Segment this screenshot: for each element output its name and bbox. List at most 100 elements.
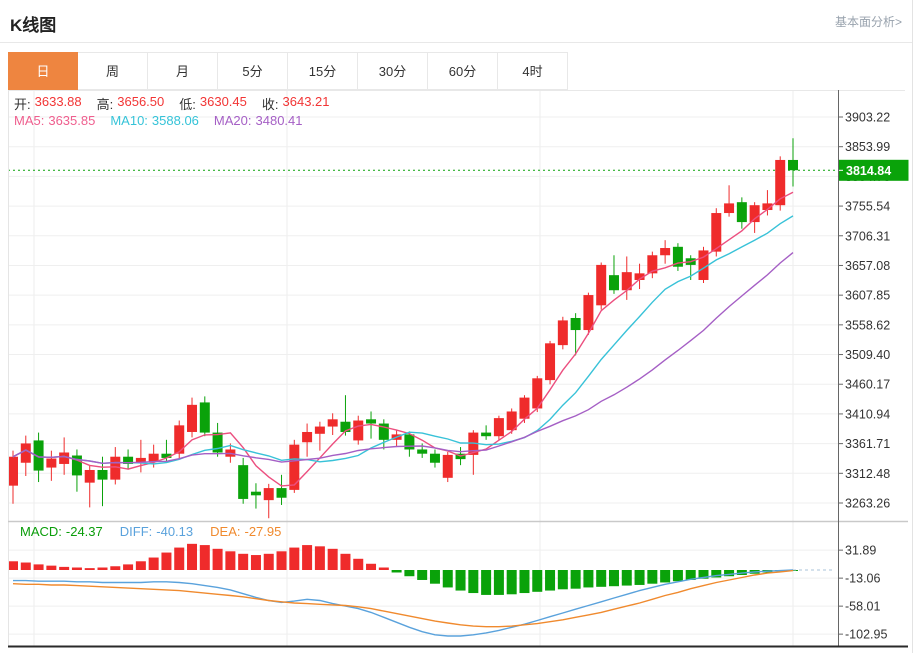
macd-bar [455, 570, 466, 591]
macd-bar [276, 551, 287, 570]
macd-bar [302, 545, 313, 570]
candle-body [59, 452, 70, 464]
candle-body [314, 426, 325, 434]
macd-bar [417, 570, 428, 580]
dea-line [12, 569, 794, 628]
candle-body [672, 246, 683, 267]
candle-body [340, 421, 351, 432]
period-tab-bar: 日周月 5分 15分 30分 60分 4时 [8, 52, 568, 90]
y-axis-tick-label: 31.89 [845, 544, 876, 558]
macd-bar [161, 552, 172, 570]
macd-bar [378, 567, 389, 570]
candle-body [123, 456, 134, 464]
macd-bar [123, 564, 134, 570]
macd-bar [557, 570, 568, 590]
macd-bar [685, 570, 696, 580]
ma5-value: 3635.85 [48, 113, 96, 128]
macd-bar [263, 553, 274, 570]
candle-body [788, 159, 798, 171]
macd-bar [493, 570, 504, 595]
candle-body [110, 456, 121, 480]
y-axis-tick-label: 3509.40 [845, 348, 890, 362]
macd-bar [33, 564, 44, 570]
candle-body [250, 491, 261, 496]
macd-bar [468, 570, 479, 594]
y-axis-tick-label: 3657.08 [845, 259, 890, 273]
macd-bar [250, 555, 261, 570]
candle-body [187, 404, 198, 432]
candle-body [660, 248, 671, 256]
ma-lines [12, 191, 794, 487]
diff-value: -40.13 [156, 524, 194, 539]
macd-bar [698, 570, 709, 579]
tab-周[interactable]: 周 [78, 52, 148, 90]
diff-label: DIFF: [119, 524, 153, 539]
y-axis-tick-label: 3410.94 [845, 407, 890, 421]
macd-bar [225, 551, 236, 570]
candle-body [634, 273, 645, 280]
candle-body [711, 213, 722, 252]
macd-bar [481, 570, 492, 595]
tab-4时[interactable]: 4时 [498, 52, 568, 90]
candle-body [238, 465, 249, 499]
low-value: 3630.45 [199, 94, 247, 109]
low-label: 低: [179, 97, 196, 112]
macd-bar [711, 570, 722, 578]
macd-bar [366, 563, 377, 570]
candle-body [327, 419, 338, 427]
tab-60分[interactable]: 60分 [428, 52, 498, 90]
macd-bar [314, 546, 325, 570]
macd-bar [199, 545, 210, 570]
candle-body [417, 449, 428, 454]
candle-body [621, 272, 632, 291]
candle-body [545, 343, 556, 381]
macd-bar [532, 570, 543, 592]
candle-body [20, 443, 31, 463]
candle-body [199, 402, 210, 433]
macd-bar [8, 561, 18, 570]
tab-日[interactable]: 日 [8, 52, 78, 90]
candle-body [429, 453, 440, 463]
candles [8, 138, 798, 519]
candle-body [442, 454, 453, 478]
candle-body [481, 432, 492, 437]
macd-bar [46, 565, 57, 570]
tab-15分[interactable]: 15分 [288, 52, 358, 90]
close-value: 3643.21 [282, 94, 330, 109]
candle-body [366, 419, 377, 424]
dea-value: -27.95 [244, 524, 282, 539]
candle-body [698, 250, 709, 280]
y-axis-tick-label: -102.95 [845, 628, 887, 642]
ma10-label: MA10: [110, 113, 148, 128]
fundamental-analysis-link[interactable]: 基本面分析> [834, 15, 902, 29]
candle-body [33, 440, 44, 471]
y-axis-tick-label: 3312.48 [845, 467, 890, 481]
tab-月[interactable]: 月 [148, 52, 218, 90]
dea-label: DEA: [210, 524, 241, 539]
ma10-value: 3588.06 [151, 113, 199, 128]
candle-body [263, 488, 274, 501]
high-value: 3656.50 [117, 94, 165, 109]
y-axis-tick-label: -58.01 [845, 600, 880, 614]
candle-body [608, 275, 619, 291]
candle-body [84, 469, 95, 483]
macd-bar [672, 570, 683, 582]
macd-label: MACD: [20, 524, 62, 539]
candle-body [596, 264, 607, 306]
candle-body [212, 432, 223, 453]
macd-bar [71, 567, 82, 570]
y-axis-tick-label: 3706.31 [845, 229, 890, 243]
macd-bar [634, 570, 645, 585]
macd-bar [238, 553, 249, 570]
candle-body [378, 423, 389, 440]
page-title: K线图 [10, 16, 57, 35]
tab-30分[interactable]: 30分 [358, 52, 428, 90]
candle-body [583, 295, 594, 331]
header-divider [0, 42, 912, 43]
macd-bar [545, 570, 556, 591]
candle-body [506, 411, 517, 431]
close-label: 收: [261, 97, 279, 112]
candle-body [161, 453, 172, 458]
tab-5分[interactable]: 5分 [218, 52, 288, 90]
